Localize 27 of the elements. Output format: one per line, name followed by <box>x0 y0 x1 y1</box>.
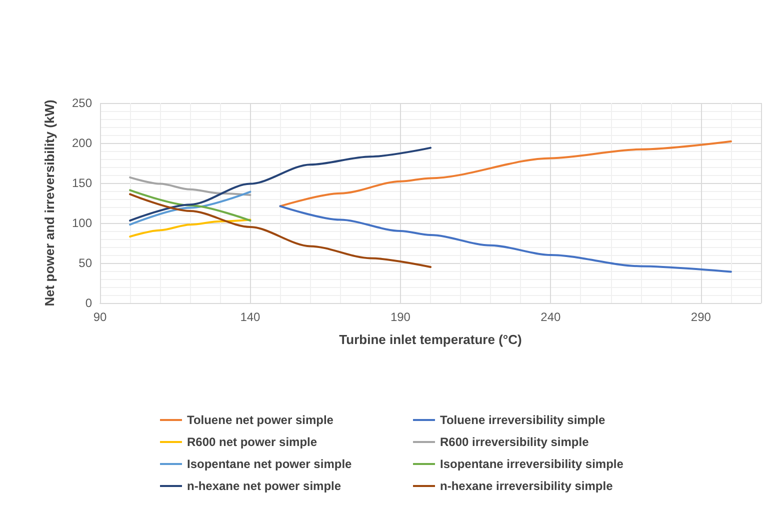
legend-label: n-hexane net power simple <box>187 479 342 493</box>
legend-label: Isopentane net power simple <box>187 457 352 471</box>
x-tick-label: 140 <box>240 310 261 324</box>
line-series <box>279 140 732 208</box>
x-tick-label: 90 <box>93 310 107 324</box>
y-tick-label: 50 <box>78 256 92 270</box>
x-axis-title: Turbine inlet temperature (°C) <box>339 332 522 347</box>
y-tick-label: 100 <box>72 216 92 230</box>
legend-label: Isopentane irreversibility simple <box>440 457 624 471</box>
y-tick-label: 200 <box>72 136 92 150</box>
legend-label: Toluene irreversibility simple <box>440 413 606 427</box>
legend-label: n-hexane irreversibility simple <box>440 479 614 493</box>
y-tick-label: 150 <box>72 176 92 190</box>
y-tick-label: 0 <box>85 296 92 310</box>
line-series <box>129 176 252 196</box>
y-tick-label: 250 <box>72 96 92 110</box>
line-series <box>129 146 432 222</box>
y-axis-title: Net power and irreversibility (kW) <box>42 100 57 306</box>
line-series <box>129 218 252 238</box>
x-tick-label: 290 <box>690 310 712 324</box>
x-tick-label: 190 <box>390 310 411 324</box>
x-tick-label: 240 <box>540 310 562 324</box>
line-series <box>279 205 732 273</box>
line-series <box>129 193 432 268</box>
legend-label: Toluene net power simple <box>187 413 334 427</box>
legend-label: R600 net power simple <box>187 435 318 449</box>
legend-label: R600 irreversibility simple <box>440 435 590 449</box>
